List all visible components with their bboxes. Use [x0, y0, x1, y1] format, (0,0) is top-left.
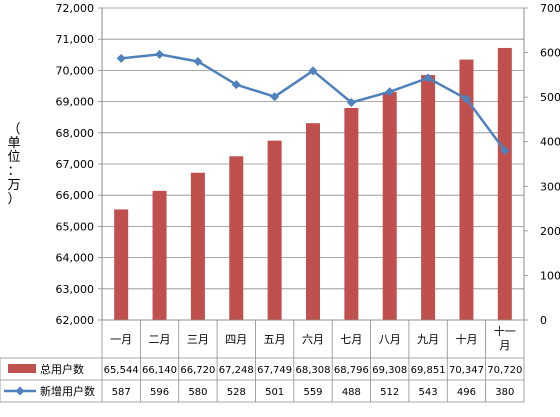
category-label: 七月	[340, 333, 362, 346]
category-label: 八月	[379, 333, 401, 346]
left-tick-label: 66,000	[56, 189, 95, 202]
table-value-new-users: 512	[380, 387, 399, 398]
line-marker	[231, 80, 241, 90]
bar-total-users	[267, 140, 282, 320]
bar-total-users	[152, 190, 167, 320]
legend-swatch-total-users	[8, 364, 36, 373]
table-value-new-users: 596	[150, 387, 169, 398]
legend-marker-new-users	[15, 386, 25, 396]
bar-total-users	[306, 123, 320, 320]
table-value-total-users: 68,308	[296, 365, 331, 376]
y-axis-label-char: 位	[7, 150, 20, 165]
line-marker	[193, 56, 203, 66]
right-tick-label: 200	[540, 225, 560, 238]
left-tick-label: 63,000	[56, 283, 95, 296]
table-value-new-users: 580	[188, 387, 207, 398]
table-value-total-users: 69,851	[411, 365, 446, 376]
left-tick-label: 65,000	[56, 220, 95, 233]
left-tick-label: 68,000	[56, 127, 95, 140]
right-tick-label: 700	[540, 2, 560, 15]
right-tick-label: 500	[540, 91, 560, 104]
y-axis-label-char: 单	[7, 136, 20, 151]
left-tick-label: 71,000	[56, 33, 95, 46]
category-label: 三月	[187, 333, 209, 346]
category-label: 十一月	[494, 324, 516, 352]
right-tick-label: 100	[540, 269, 560, 282]
bar-total-users	[459, 59, 474, 320]
table-value-new-users: 559	[303, 387, 322, 398]
y-axis-label-char: （	[7, 122, 20, 137]
line-marker	[461, 94, 471, 104]
left-tick-label: 62,000	[56, 314, 95, 327]
y-axis-label-char: 万	[7, 178, 20, 193]
left-tick-label: 69,000	[56, 96, 95, 109]
table-value-total-users: 69,308	[372, 365, 407, 376]
table-value-total-users: 68,796	[334, 365, 369, 376]
bar-total-users	[382, 91, 397, 320]
category-label: 六月	[302, 333, 324, 346]
right-tick-label: 600	[540, 47, 560, 60]
table-value-new-users: 488	[342, 387, 361, 398]
right-tick-label: 0	[540, 314, 547, 327]
legend-label-total-users: 总用户数	[40, 362, 84, 376]
table-value-total-users: 67,248	[219, 365, 254, 376]
line-marker	[270, 92, 280, 102]
table-value-new-users: 543	[419, 387, 438, 398]
bar-total-users	[229, 156, 244, 320]
legend-label-new-users: 新增用户数	[40, 384, 95, 398]
line-marker	[346, 97, 356, 107]
bar-total-users	[114, 209, 129, 320]
bar-total-users	[497, 47, 512, 320]
category-label: 五月	[264, 333, 286, 346]
y-axis-label-char: ）	[7, 192, 20, 207]
line-marker	[308, 66, 318, 76]
table-value-new-users: 496	[457, 387, 476, 398]
table-value-new-users: 528	[227, 387, 246, 398]
line-marker	[500, 146, 510, 156]
bar-total-users	[421, 75, 436, 320]
right-tick-label: 400	[540, 136, 560, 149]
table-value-total-users: 67,749	[257, 365, 292, 376]
table-value-new-users: 501	[265, 387, 284, 398]
line-marker	[423, 73, 433, 83]
table-value-total-users: 66,140	[142, 365, 177, 376]
category-label: 九月	[417, 333, 439, 346]
category-label: 一月	[110, 333, 132, 346]
table-value-total-users: 66,720	[180, 365, 215, 376]
table-value-new-users: 380	[495, 387, 514, 398]
left-tick-label: 64,000	[56, 252, 95, 265]
line-marker	[385, 87, 395, 97]
table-value-total-users: 70,347	[449, 365, 484, 376]
category-label: 四月	[225, 333, 247, 346]
table-value-total-users: 65,544	[104, 365, 139, 376]
left-tick-label: 72,000	[56, 2, 95, 15]
line-marker	[116, 53, 126, 63]
table-value-new-users: 587	[112, 387, 131, 398]
category-label: 十月	[455, 332, 477, 346]
table-value-total-users: 70,720	[487, 365, 522, 376]
line-marker	[155, 49, 165, 59]
category-label: 二月	[149, 333, 171, 346]
left-tick-label: 70,000	[56, 64, 95, 77]
y-axis-label-char: ：	[7, 164, 20, 179]
bar-total-users	[344, 107, 359, 320]
left-tick-label: 67,000	[56, 158, 95, 171]
right-tick-label: 300	[540, 180, 560, 193]
bar-total-users	[190, 172, 205, 320]
